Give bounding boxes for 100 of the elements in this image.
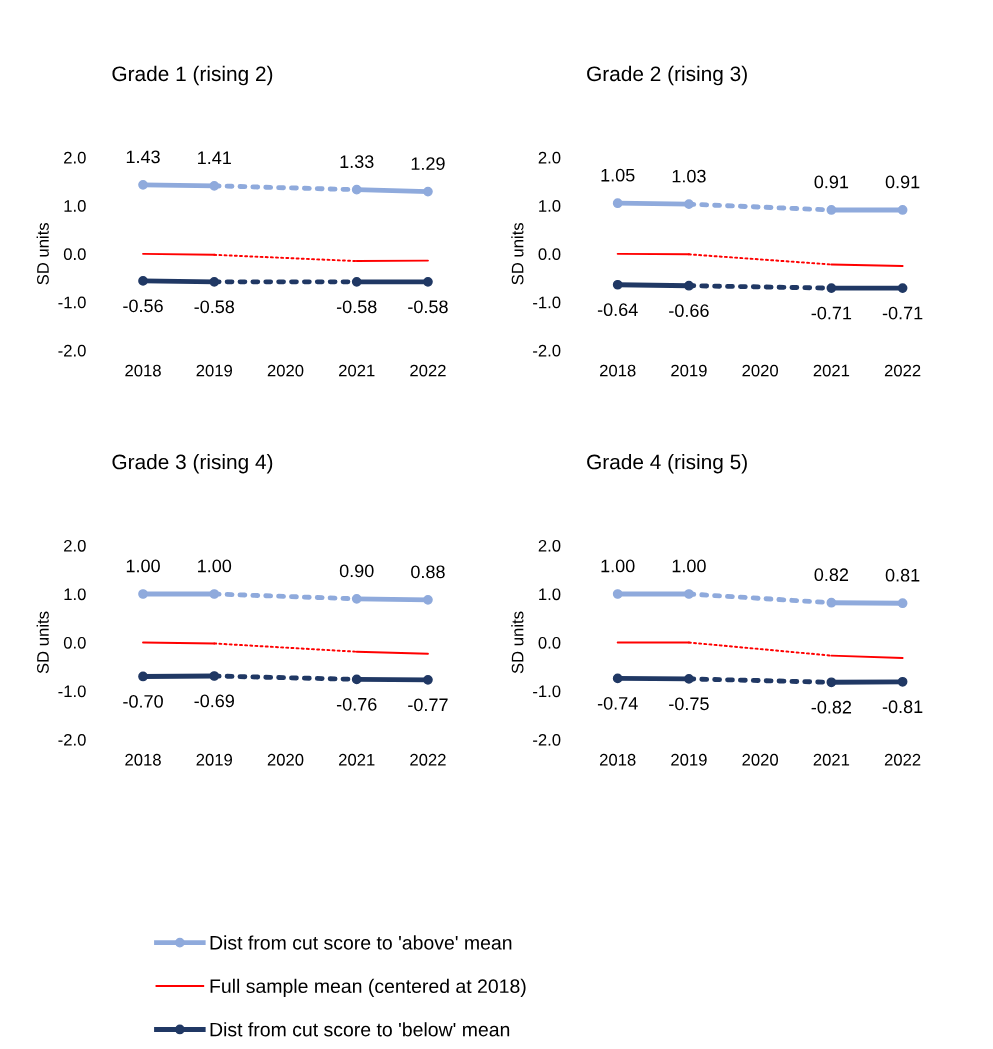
x-tick-label: 2020 <box>267 753 304 766</box>
point <box>897 283 908 293</box>
point <box>684 674 694 684</box>
legend-label: Dist from cut score to 'above' mean <box>210 935 512 950</box>
y-axis-title: SD units <box>511 222 524 285</box>
data-label: 1.00 <box>601 559 635 573</box>
point <box>423 276 433 287</box>
data-label: 0.81 <box>885 568 920 582</box>
legend-label: Full sample mean (centered at 2018) <box>210 978 526 997</box>
y-tick-label: -2.0 <box>533 733 561 746</box>
y-tick-label: 2.0 <box>64 151 86 164</box>
data-label: -0.70 <box>123 695 163 708</box>
y-tick-label: -1.0 <box>58 296 86 309</box>
data-label: -0.71 <box>811 306 852 320</box>
data-label: -0.74 <box>597 696 638 710</box>
point <box>826 205 837 215</box>
data-label: 1.00 <box>126 559 160 573</box>
data-label: -0.71 <box>882 306 923 320</box>
x-tick-label: 2021 <box>813 364 850 377</box>
point <box>423 675 433 685</box>
data-label: 0.82 <box>814 568 849 582</box>
point <box>684 589 694 599</box>
y-tick-label: -2.0 <box>58 344 86 357</box>
y-axis-title: SD units <box>511 611 524 674</box>
y-axis-title: SD units <box>36 611 49 674</box>
point <box>684 199 694 210</box>
data-label: 1.00 <box>672 559 706 573</box>
point <box>138 589 148 599</box>
point <box>351 184 362 195</box>
data-label: -0.58 <box>194 300 235 314</box>
y-tick-label: 0.0 <box>538 248 561 261</box>
data-label: 1.41 <box>198 151 231 165</box>
data-label: -0.64 <box>597 303 638 317</box>
point <box>209 671 220 681</box>
point <box>612 279 623 290</box>
point <box>423 186 433 197</box>
x-tick-label: 2021 <box>339 364 375 377</box>
y-tick-label: 0.0 <box>63 248 86 261</box>
data-label: 0.91 <box>885 175 920 189</box>
point <box>612 673 623 684</box>
data-label: 1.33 <box>340 155 374 169</box>
y-tick-label: 2.0 <box>538 151 561 164</box>
chart-title: Grade 2 (rising 3) <box>587 65 747 86</box>
data-label: 0.88 <box>411 565 445 579</box>
y-tick-label: -2.0 <box>533 344 561 357</box>
x-tick-label: 2018 <box>599 753 636 766</box>
y-tick-label: -1.0 <box>58 685 86 698</box>
point <box>423 594 433 605</box>
y-tick-label: -2.0 <box>58 733 86 746</box>
data-label: -0.69 <box>194 694 234 708</box>
x-tick-label: 2020 <box>267 364 304 377</box>
data-label: -0.58 <box>408 300 448 314</box>
point <box>138 671 148 682</box>
data-label: 1.43 <box>126 150 160 164</box>
y-tick-label: -1.0 <box>533 685 561 698</box>
chart-title: Grade 3 (rising 4) <box>112 453 273 474</box>
data-label: -0.66 <box>669 304 709 318</box>
point <box>897 598 908 609</box>
point <box>684 280 694 291</box>
data-label: -0.75 <box>669 697 709 711</box>
x-tick-label: 2020 <box>742 753 779 766</box>
y-tick-label: -1.0 <box>533 296 561 309</box>
x-tick-label: 2019 <box>196 753 233 766</box>
data-label: -0.56 <box>123 299 163 313</box>
data-label: -0.82 <box>811 700 852 714</box>
y-tick-label: 2.0 <box>64 539 86 552</box>
chart-title: Grade 4 (rising 5) <box>587 453 747 474</box>
y-tick-label: 2.0 <box>538 539 561 552</box>
x-tick-label: 2022 <box>410 364 446 377</box>
x-tick-label: 2019 <box>671 753 707 766</box>
x-tick-label: 2019 <box>196 364 233 377</box>
legend-label: Dist from cut score to 'below' mean <box>210 1022 510 1037</box>
x-tick-label: 2022 <box>410 753 446 766</box>
y-tick-label: 0.0 <box>538 636 561 649</box>
point <box>209 276 220 287</box>
x-tick-label: 2022 <box>884 364 921 377</box>
y-tick-label: 1.0 <box>539 588 561 601</box>
data-label: -0.76 <box>336 697 377 711</box>
point <box>826 677 837 688</box>
y-tick-label: 1.0 <box>64 200 86 212</box>
point <box>351 593 362 604</box>
x-tick-label: 2018 <box>125 753 161 766</box>
data-label: 1.00 <box>198 559 232 573</box>
data-label: -0.58 <box>336 300 377 314</box>
data-label: 0.91 <box>814 175 849 189</box>
point <box>612 589 623 599</box>
x-tick-label: 2022 <box>884 753 921 766</box>
point <box>138 179 148 190</box>
data-label: 1.05 <box>601 168 635 182</box>
chart-title: Grade 1 (rising 2) <box>112 65 273 86</box>
point <box>612 198 623 209</box>
data-label: -0.81 <box>882 700 923 714</box>
x-tick-label: 2018 <box>599 364 636 377</box>
x-tick-label: 2018 <box>125 364 161 377</box>
point <box>897 676 908 687</box>
data-label: 1.29 <box>411 157 445 170</box>
data-label: 1.03 <box>672 169 706 183</box>
point <box>897 205 908 215</box>
data-label: -0.77 <box>408 698 448 712</box>
y-tick-label: 1.0 <box>539 200 561 212</box>
